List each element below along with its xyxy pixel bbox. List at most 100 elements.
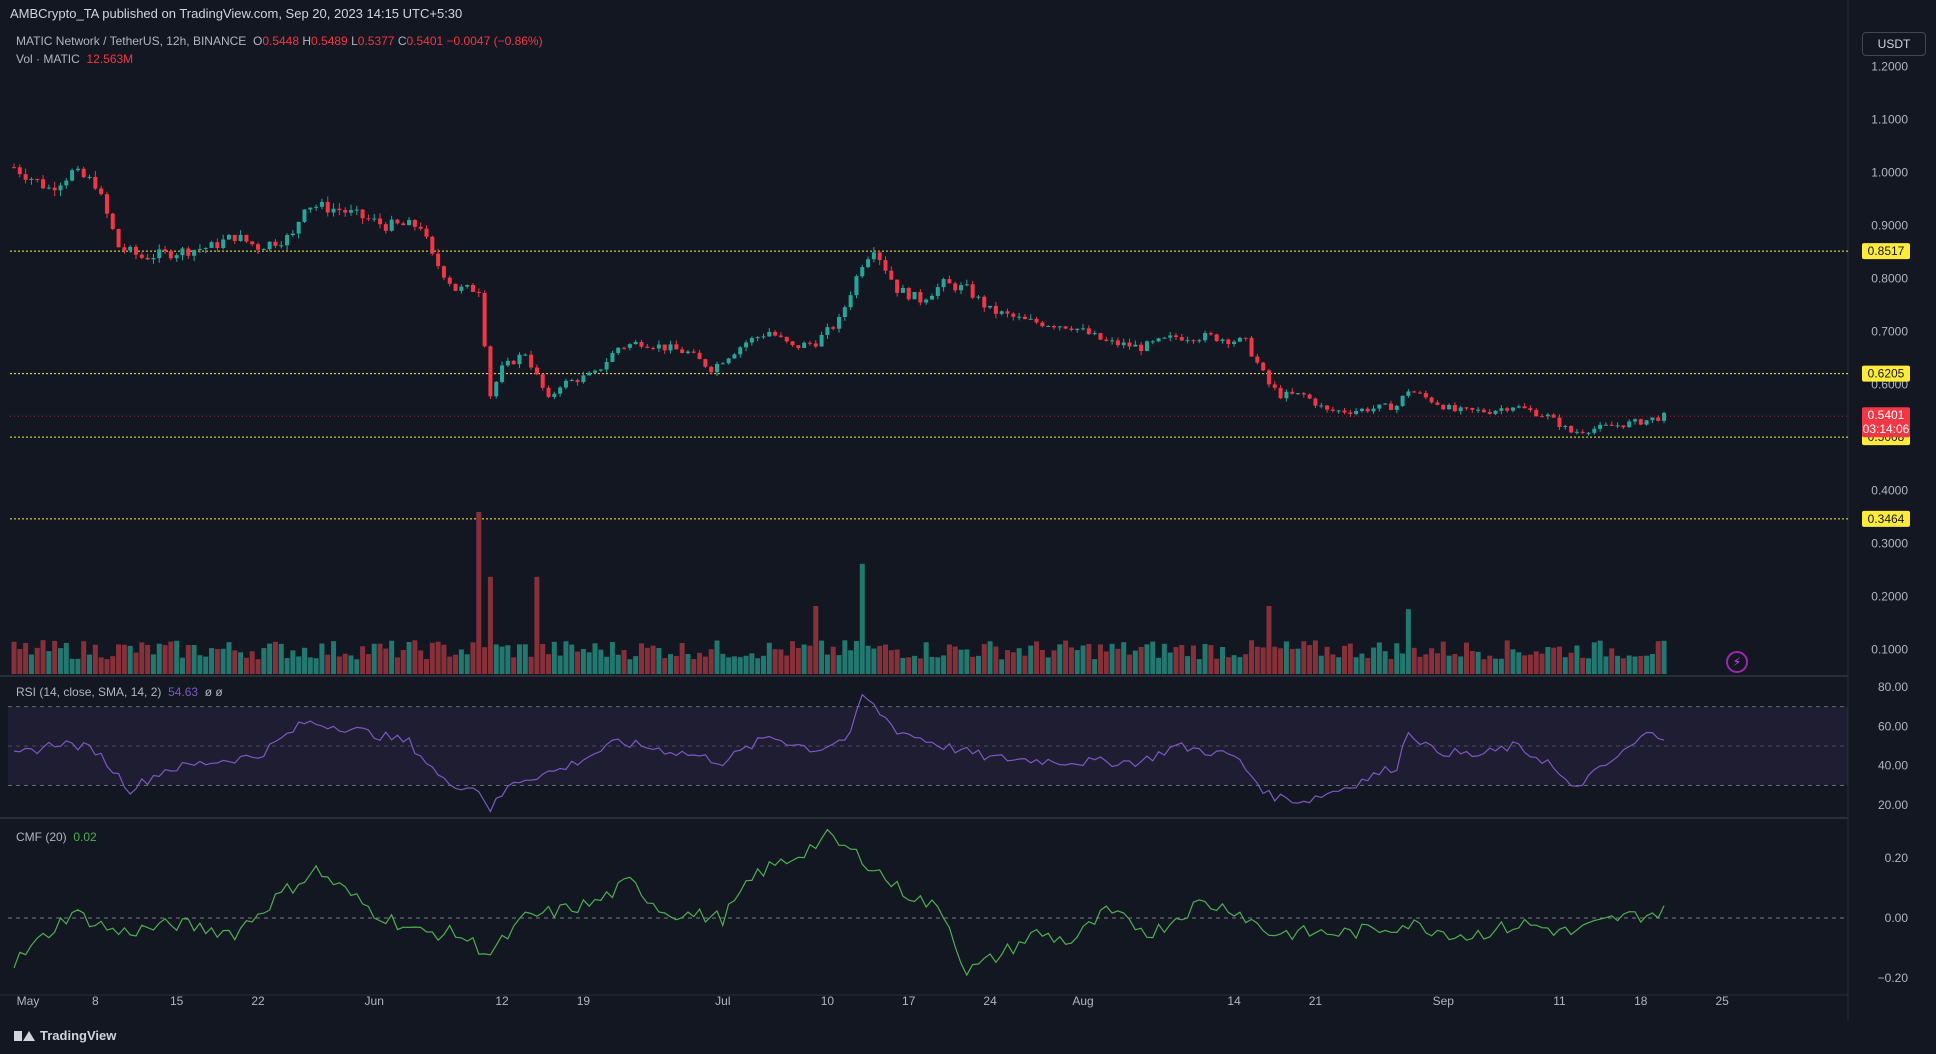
candle-body[interactable]: [569, 380, 574, 382]
candle-body[interactable]: [784, 336, 789, 342]
candle-body[interactable]: [680, 349, 685, 354]
candle-body[interactable]: [354, 209, 359, 211]
candle-body[interactable]: [1336, 410, 1341, 412]
candle-body[interactable]: [1429, 397, 1434, 403]
candle-body[interactable]: [418, 226, 423, 229]
candle-body[interactable]: [145, 257, 150, 260]
candle-body[interactable]: [343, 210, 348, 213]
candle-body[interactable]: [1522, 406, 1527, 409]
candle-body[interactable]: [1098, 333, 1103, 340]
candle-body[interactable]: [273, 241, 278, 246]
candle-body[interactable]: [523, 354, 528, 356]
candle-body[interactable]: [139, 254, 144, 258]
candle-body[interactable]: [1051, 325, 1056, 328]
candle-body[interactable]: [163, 249, 168, 251]
candle-body[interactable]: [1040, 322, 1045, 327]
cmf-legend[interactable]: CMF (20) 0.02: [16, 830, 97, 844]
candle-body[interactable]: [128, 246, 133, 251]
candle-body[interactable]: [1580, 431, 1585, 433]
candle-body[interactable]: [1133, 344, 1138, 347]
candle-body[interactable]: [1057, 326, 1062, 328]
candle-body[interactable]: [947, 279, 952, 284]
candle-body[interactable]: [529, 354, 534, 368]
candle-body[interactable]: [407, 220, 412, 226]
candle-body[interactable]: [232, 234, 237, 241]
candle-body[interactable]: [482, 292, 487, 347]
candle-body[interactable]: [1139, 344, 1144, 351]
candle-body[interactable]: [23, 174, 28, 180]
candle-body[interactable]: [1383, 403, 1388, 405]
candle-body[interactable]: [122, 247, 127, 251]
candle-body[interactable]: [1632, 419, 1637, 422]
lightning-icon[interactable]: ⚡: [1726, 651, 1748, 673]
candle-body[interactable]: [1557, 417, 1562, 428]
candle-body[interactable]: [1243, 337, 1248, 339]
candle-body[interactable]: [598, 369, 603, 371]
candle-body[interactable]: [662, 344, 667, 351]
candle-body[interactable]: [1330, 409, 1335, 411]
candle-body[interactable]: [290, 233, 295, 236]
candle-body[interactable]: [1615, 425, 1620, 427]
candle-body[interactable]: [401, 223, 406, 226]
candle-body[interactable]: [325, 201, 330, 213]
candle-body[interactable]: [1011, 313, 1016, 317]
candle-body[interactable]: [912, 291, 917, 300]
candle-body[interactable]: [319, 201, 324, 207]
candle-body[interactable]: [842, 307, 847, 318]
candle-body[interactable]: [151, 258, 156, 260]
candle-body[interactable]: [296, 221, 301, 234]
currency-button[interactable]: USDT: [1862, 32, 1926, 56]
candle-body[interactable]: [1342, 410, 1347, 413]
candle-body[interactable]: [982, 296, 987, 308]
candle-body[interactable]: [238, 234, 243, 241]
candle-body[interactable]: [1255, 356, 1260, 363]
candle-body[interactable]: [761, 336, 766, 338]
candle-body[interactable]: [348, 210, 353, 213]
candle-body[interactable]: [1075, 328, 1080, 331]
candle-body[interactable]: [1168, 335, 1173, 338]
candle-body[interactable]: [1208, 333, 1213, 335]
candle-body[interactable]: [1412, 391, 1417, 393]
candle-body[interactable]: [953, 283, 958, 291]
candle-body[interactable]: [1348, 412, 1353, 414]
candle-body[interactable]: [58, 185, 63, 191]
candle-body[interactable]: [552, 393, 557, 397]
candle-body[interactable]: [593, 370, 597, 373]
candle-body[interactable]: [534, 367, 539, 375]
candle-body[interactable]: [383, 224, 388, 231]
candle-body[interactable]: [877, 252, 882, 261]
candle-body[interactable]: [883, 260, 888, 271]
candle-body[interactable]: [1104, 339, 1109, 341]
candle-body[interactable]: [1278, 387, 1283, 399]
candle-body[interactable]: [790, 341, 795, 346]
candle-body[interactable]: [1574, 431, 1579, 433]
candle-body[interactable]: [895, 279, 900, 293]
candle-body[interactable]: [29, 178, 34, 180]
candle-body[interactable]: [807, 342, 812, 344]
candle-body[interactable]: [924, 299, 929, 303]
candle-body[interactable]: [285, 235, 290, 246]
candle-body[interactable]: [104, 194, 109, 214]
candle-body[interactable]: [511, 360, 516, 365]
candle-body[interactable]: [1226, 339, 1231, 344]
candle-body[interactable]: [17, 167, 22, 175]
candle-body[interactable]: [645, 346, 650, 348]
candle-body[interactable]: [134, 246, 139, 255]
candle-body[interactable]: [180, 248, 185, 256]
candle-body[interactable]: [1458, 407, 1463, 412]
candle-body[interactable]: [929, 295, 934, 300]
candle-body[interactable]: [1534, 410, 1539, 417]
candle-body[interactable]: [1592, 428, 1597, 433]
candle-body[interactable]: [639, 341, 644, 347]
candle-body[interactable]: [308, 207, 313, 210]
candle-body[interactable]: [825, 327, 830, 335]
candle-body[interactable]: [935, 287, 940, 296]
candle-body[interactable]: [1237, 337, 1242, 342]
candle-body[interactable]: [116, 228, 121, 248]
candle-body[interactable]: [1179, 337, 1184, 341]
candle-body[interactable]: [470, 284, 475, 292]
candle-body[interactable]: [1493, 410, 1498, 414]
candle-body[interactable]: [209, 242, 214, 248]
candle-body[interactable]: [988, 305, 993, 308]
candle-body[interactable]: [488, 346, 493, 397]
